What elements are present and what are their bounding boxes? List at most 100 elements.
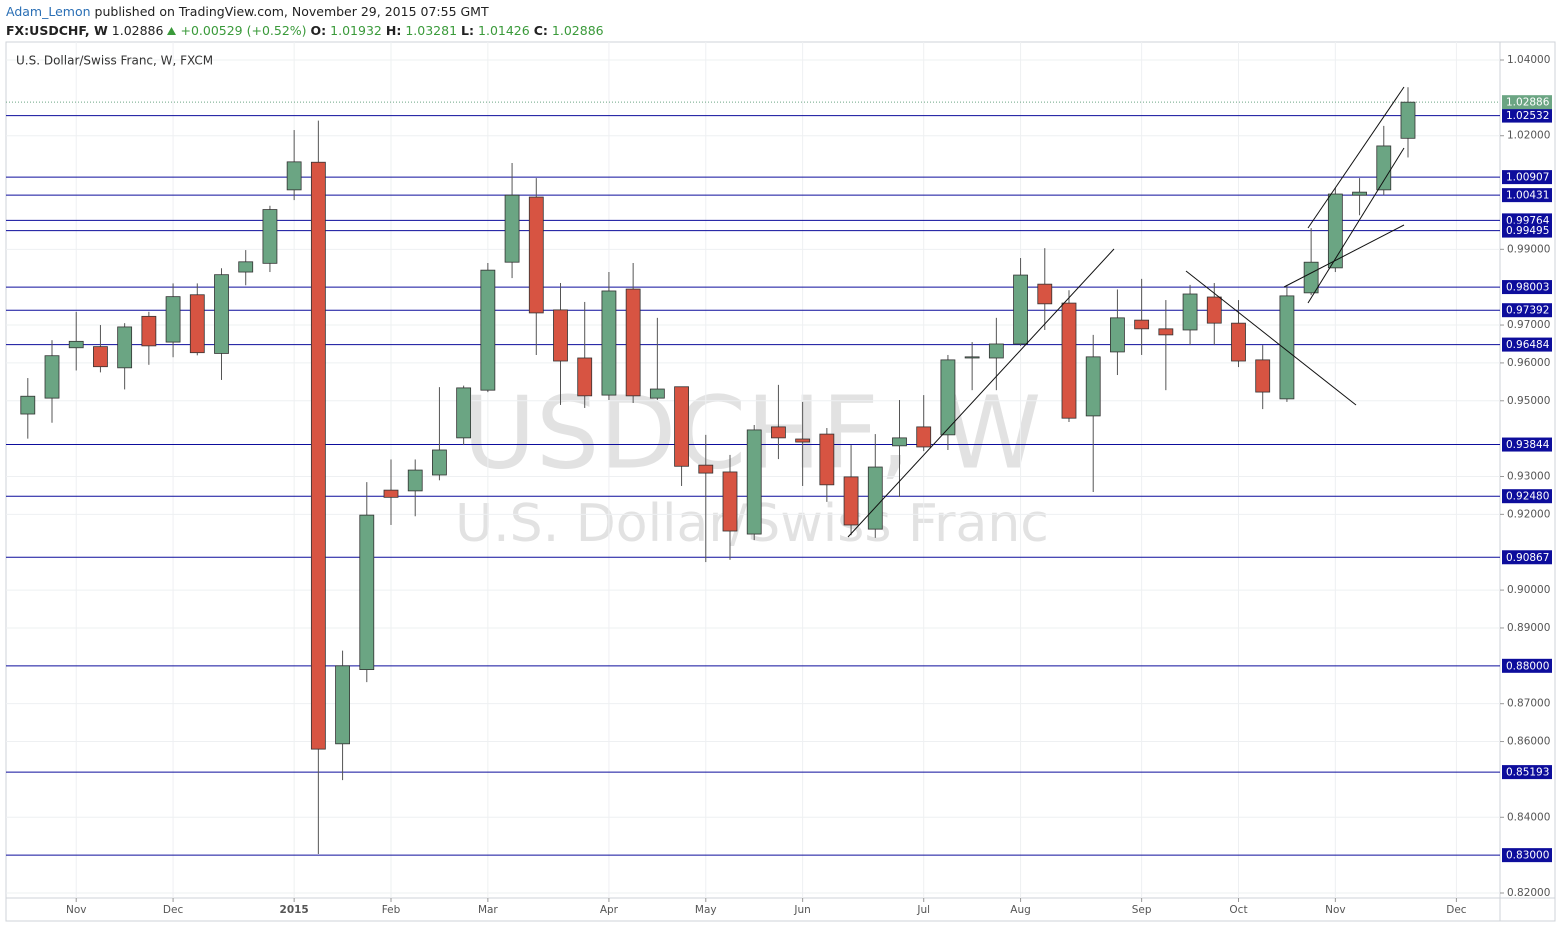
candle-body	[1037, 283, 1053, 305]
candle-body	[93, 346, 108, 368]
chart-title: U.S. Dollar/Swiss Franc, W, FXCM	[16, 54, 213, 68]
candle-body	[625, 288, 641, 397]
x-tick-label: 2015	[280, 904, 309, 916]
level-label: 0.88000	[1506, 660, 1549, 672]
level-label-box	[1502, 188, 1552, 203]
chart-panel	[5, 41, 1556, 922]
candle-body	[649, 388, 665, 399]
y-tick-label: 0.97000	[1507, 319, 1550, 331]
trend-line	[1185, 270, 1357, 406]
ohlc-label: H:	[385, 23, 402, 38]
level-label: 0.85193	[1506, 767, 1549, 779]
candle-body	[867, 466, 883, 530]
level-label: 1.00907	[1506, 172, 1549, 184]
candle-body	[892, 437, 907, 447]
ohlc-label: L:	[461, 23, 475, 38]
candle-body	[68, 340, 84, 349]
price: 1.02886	[111, 23, 164, 38]
level-label-box	[1502, 765, 1552, 780]
trend-line	[847, 248, 1115, 538]
candle-body	[1110, 317, 1125, 353]
y-tick-label: 0.86000	[1507, 736, 1550, 748]
level-label: 0.96484	[1506, 339, 1550, 351]
candle-body	[1400, 101, 1416, 139]
candle-body	[44, 355, 60, 399]
x-tick-label: Nov	[1325, 904, 1346, 916]
level-label: 0.93844	[1506, 439, 1550, 451]
x-tick-label: Aug	[1010, 904, 1031, 916]
candle-body	[504, 194, 520, 263]
candle-body	[310, 161, 326, 750]
candle-body	[528, 196, 544, 314]
candle-body	[335, 665, 350, 745]
last-price-box	[1502, 95, 1552, 110]
candle-body	[407, 469, 423, 492]
x-tick-label: Apr	[600, 904, 619, 916]
trend-line	[1307, 86, 1405, 229]
up-arrow	[167, 26, 177, 35]
ohlc-value: 1.02886	[551, 23, 604, 38]
x-tick-label: Dec	[163, 904, 184, 916]
trend-line	[1283, 224, 1405, 288]
level-label: 0.90867	[1506, 552, 1549, 564]
y-tick-label: 0.95000	[1507, 395, 1550, 407]
y-tick-label: 0.87000	[1507, 698, 1550, 710]
candle-body	[916, 426, 932, 448]
y-tick-label: 0.84000	[1507, 811, 1550, 823]
level-label-box	[1502, 550, 1552, 565]
level-label: 0.99495	[1506, 225, 1549, 237]
trend-line	[1307, 147, 1405, 304]
candle-body	[1327, 193, 1343, 269]
level-label-box	[1502, 489, 1552, 504]
x-tick-label: Oct	[1229, 904, 1247, 916]
level-label-box	[1502, 658, 1552, 673]
y-tick-label: 1.02000	[1507, 130, 1550, 142]
ohlc-value: 1.03281	[405, 23, 458, 38]
candle-body	[843, 476, 859, 526]
candle-body	[262, 209, 278, 264]
candle-body	[238, 261, 254, 273]
candle-body	[1013, 274, 1028, 345]
candle-body	[964, 356, 980, 359]
candle-body	[1231, 322, 1246, 362]
level-label-box	[1502, 170, 1552, 185]
ohlc-label: O:	[310, 23, 327, 38]
y-tick-label: 0.82000	[1507, 887, 1550, 899]
y-tick-label: 0.93000	[1507, 471, 1550, 483]
header-line: Adam_Lemon published on TradingView.com,…	[6, 2, 604, 21]
candle-body	[456, 387, 472, 439]
candle-body	[1158, 328, 1174, 336]
x-tick-label: Feb	[382, 904, 401, 916]
y-tick-label: 0.89000	[1507, 622, 1550, 634]
x-tick-label: Mar	[478, 904, 498, 916]
header: Adam_Lemon published on TradingView.com,…	[6, 2, 604, 40]
published: published on TradingView.com, November 2…	[94, 4, 489, 19]
candle-body	[674, 386, 689, 467]
y-tick-label: 0.90000	[1507, 584, 1550, 596]
candle-body	[698, 464, 714, 474]
candle-body	[988, 343, 1004, 359]
symbol: FX:USDCHF, W	[6, 23, 108, 38]
candle-body	[359, 514, 375, 671]
header-line: FX:USDCHF, W 1.02886 +0.00529 (+0.52%) O…	[6, 21, 604, 40]
x-tick-label: Jul	[916, 904, 930, 916]
candle-body	[1255, 359, 1271, 393]
author[interactable]: Adam_Lemon	[6, 4, 91, 19]
candle-body	[601, 290, 617, 396]
ohlc-value: 1.01426	[478, 23, 530, 38]
candle-body	[940, 359, 956, 436]
level-label: 0.97392	[1506, 305, 1549, 317]
candle-body	[480, 269, 496, 391]
candle-body	[189, 294, 205, 354]
candle-body	[819, 433, 835, 486]
x-tick-label: Nov	[66, 904, 87, 916]
candle-body	[1206, 296, 1222, 324]
level-label-box	[1502, 337, 1552, 352]
candle-body	[1061, 302, 1077, 419]
level-label: 1.02532	[1506, 110, 1549, 122]
candle-body	[1085, 356, 1101, 417]
ohlc-label: C:	[533, 23, 548, 38]
axis-layer: 1.04000 1.02000 0.99000 0.97000 0.96000 0.950…	[66, 54, 1552, 916]
